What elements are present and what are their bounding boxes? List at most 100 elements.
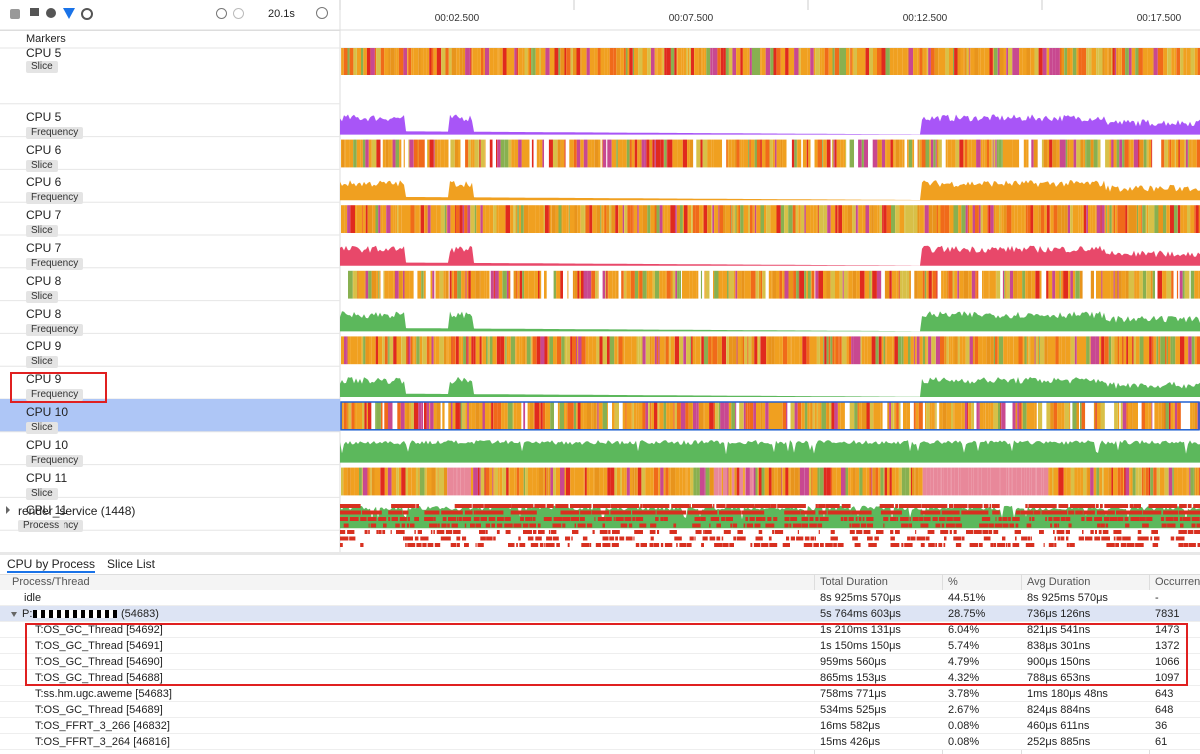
tab[interactable]: CPU by Process xyxy=(7,557,96,573)
slice xyxy=(1170,205,1174,233)
slice xyxy=(758,467,762,496)
process-slice xyxy=(809,517,814,521)
slice xyxy=(788,48,791,75)
ruler xyxy=(340,0,1200,30)
thread-total: 1s 210ms 131μs xyxy=(820,624,901,636)
process-slice xyxy=(920,523,929,528)
process-slice xyxy=(938,543,943,547)
flag-icon[interactable] xyxy=(30,8,39,16)
slice xyxy=(1141,205,1143,233)
slice xyxy=(499,48,503,75)
slice xyxy=(1184,336,1186,365)
slice xyxy=(726,336,729,365)
slice xyxy=(432,205,437,233)
process-slice xyxy=(946,517,953,521)
slice xyxy=(401,467,406,496)
slice xyxy=(561,336,565,365)
slice xyxy=(512,402,514,430)
zoom-out-icon[interactable] xyxy=(233,8,244,19)
slice xyxy=(856,467,860,496)
slice xyxy=(819,48,822,75)
slice xyxy=(632,48,634,75)
process-slice xyxy=(1054,523,1058,528)
process-slice xyxy=(340,536,349,541)
thread-name: T:OS_GC_Thread [54690] xyxy=(35,656,163,668)
process-slice xyxy=(405,543,407,547)
slice xyxy=(655,48,657,75)
process-slice xyxy=(1100,523,1105,528)
slice xyxy=(347,48,350,75)
slice xyxy=(1080,205,1083,233)
tab[interactable]: Slice List xyxy=(107,557,156,571)
slice xyxy=(588,336,593,365)
slice xyxy=(613,48,617,75)
process-slice xyxy=(562,523,566,528)
slice xyxy=(1093,467,1097,496)
timer-icon[interactable] xyxy=(216,8,227,19)
slice xyxy=(676,205,680,233)
slice xyxy=(997,48,1000,75)
slice xyxy=(624,139,627,168)
slice xyxy=(656,205,660,233)
slice xyxy=(670,336,675,365)
settings-icon[interactable] xyxy=(81,8,93,20)
slice xyxy=(723,467,728,496)
slice-track xyxy=(341,402,1200,430)
slice xyxy=(365,205,368,233)
slice xyxy=(456,48,460,75)
slice xyxy=(347,336,351,365)
slice xyxy=(736,402,740,430)
slice xyxy=(1139,270,1143,299)
process-slice xyxy=(567,543,570,547)
slice xyxy=(356,205,360,233)
slice xyxy=(968,139,972,168)
slice xyxy=(945,48,949,75)
slice xyxy=(936,139,939,168)
slice xyxy=(1053,402,1058,430)
filter-icon[interactable] xyxy=(63,8,75,19)
slice xyxy=(649,467,651,496)
slice xyxy=(1195,205,1199,233)
slice xyxy=(1148,139,1152,168)
slice xyxy=(869,402,874,430)
process-slice xyxy=(827,510,851,515)
slice xyxy=(887,467,890,496)
process-slice xyxy=(552,523,562,528)
slice xyxy=(873,402,878,430)
process-slice xyxy=(867,536,873,541)
process-slice xyxy=(577,523,586,528)
slice xyxy=(712,48,718,75)
slice xyxy=(354,402,357,430)
slice xyxy=(687,205,689,233)
slice xyxy=(918,270,923,299)
slice xyxy=(1194,336,1197,365)
slice xyxy=(638,48,643,75)
slice xyxy=(1088,48,1092,75)
slice xyxy=(592,336,597,365)
slice xyxy=(1059,139,1063,168)
slice xyxy=(409,402,411,430)
zoom-in-icon[interactable] xyxy=(316,7,328,19)
slice xyxy=(1024,205,1026,233)
slice xyxy=(805,205,811,233)
slice xyxy=(880,402,883,430)
slice xyxy=(642,402,646,430)
process-slice xyxy=(1134,504,1141,508)
slice xyxy=(923,205,925,233)
slice xyxy=(1197,467,1200,496)
slice xyxy=(811,467,813,496)
slice xyxy=(665,270,667,299)
stop-icon[interactable] xyxy=(10,9,20,19)
slice xyxy=(525,139,530,168)
slice xyxy=(788,205,793,233)
slice xyxy=(1198,270,1200,299)
slice xyxy=(942,402,947,430)
slice xyxy=(902,270,907,299)
slice xyxy=(858,205,863,233)
slice xyxy=(543,205,545,233)
slice xyxy=(1146,270,1151,299)
slice xyxy=(544,336,548,365)
block-icon[interactable] xyxy=(46,8,56,18)
slice xyxy=(1019,139,1024,168)
slice xyxy=(926,205,929,233)
